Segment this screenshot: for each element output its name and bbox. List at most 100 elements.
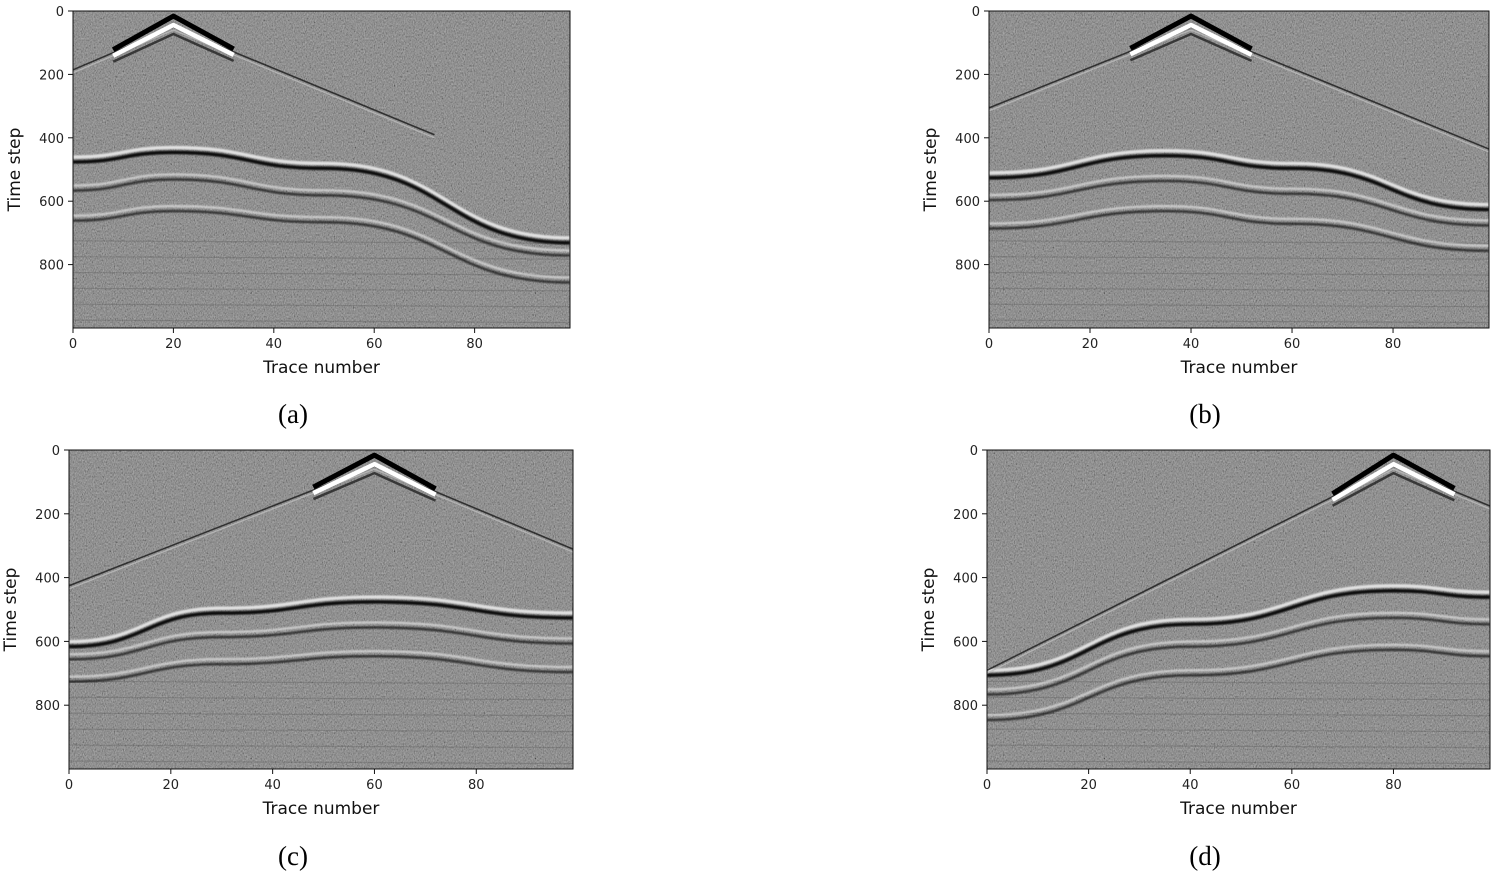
- x-axis-label: Trace number: [262, 358, 380, 378]
- reflection-event-bright: [69, 621, 573, 656]
- x-tick-label: 60: [366, 337, 383, 352]
- x-tick-label: 80: [1385, 778, 1402, 793]
- y-tick-label: 200: [955, 68, 980, 83]
- x-tick-label: 20: [1080, 778, 1097, 793]
- panel-caption: (b): [1189, 399, 1220, 429]
- reflection-event-dark: [987, 588, 1490, 678]
- deep-layer-line: [989, 230, 1489, 234]
- heatmap-image: [989, 11, 1489, 328]
- heatmap-image: [987, 450, 1490, 769]
- deep-layer-line: [73, 319, 570, 324]
- reflection-event-bright: [989, 149, 1489, 207]
- y-axis-label: Time step: [919, 568, 939, 653]
- reflection-event-dark: [73, 209, 570, 284]
- y-tick-label: 0: [52, 444, 60, 459]
- deep-layer-line: [73, 303, 570, 308]
- deep-layer-line: [989, 293, 1489, 297]
- deep-layer-line: [987, 712, 1490, 717]
- x-tick-label: 80: [466, 337, 483, 352]
- y-tick-label: 400: [955, 132, 980, 147]
- y-axis-label: Time step: [921, 128, 941, 213]
- plot-frame: [68, 449, 574, 770]
- source-wavelet-bright: [112, 22, 235, 58]
- x-tick-label: 20: [163, 778, 180, 793]
- y-tick-label: 600: [953, 635, 978, 650]
- deep-layer-line: [69, 686, 573, 690]
- reflection-event-bright: [73, 204, 570, 279]
- deep-layer-line: [73, 293, 570, 297]
- deep-layer-line: [989, 287, 1489, 292]
- deep-layer-line: [73, 277, 570, 282]
- deep-layer-line: [69, 728, 573, 733]
- x-tick-label: 80: [468, 778, 485, 793]
- reflection-event-dark: [73, 150, 570, 245]
- source-wavelet-tail: [1331, 471, 1455, 507]
- reflection-event-dark: [989, 179, 1489, 227]
- deep-layer-line: [989, 319, 1489, 324]
- direct-wave-bright: [987, 468, 1394, 674]
- y-tick-label: 200: [953, 508, 978, 523]
- y-tick-label: 200: [39, 68, 64, 83]
- y-axis-label: Time step: [5, 128, 25, 213]
- y-tick-label: 400: [39, 132, 64, 147]
- heatmap-image: [73, 11, 570, 328]
- deep-layer-line: [69, 718, 573, 722]
- deep-layer-line: [987, 760, 1490, 765]
- x-axis-label: Trace number: [262, 799, 380, 819]
- reflection-event-bright: [69, 649, 573, 678]
- plot-frame: [988, 10, 1490, 329]
- deep-layer-line: [989, 303, 1489, 308]
- reflection-event-dark: [69, 626, 573, 661]
- x-tick-label: 0: [69, 337, 77, 352]
- y-axis-label: Time step: [1, 568, 21, 653]
- source-wavelet-dark: [1331, 452, 1456, 496]
- deep-layer-line: [987, 696, 1490, 701]
- deep-layer-line: [989, 246, 1489, 250]
- deep-layer-line: [987, 686, 1490, 690]
- y-tick-label: 0: [56, 5, 64, 20]
- x-axis-label: Trace number: [1179, 799, 1297, 819]
- deep-layer-line: [69, 750, 573, 754]
- panel-caption: (c): [278, 841, 308, 871]
- y-tick-label: 600: [39, 195, 64, 210]
- deep-layer-line: [989, 240, 1489, 244]
- deep-layer-line: [987, 744, 1490, 749]
- deep-layer-line: [69, 760, 573, 765]
- x-tick-label: 0: [985, 337, 993, 352]
- reflection-event-bright: [989, 174, 1489, 222]
- deep-layer-line: [989, 309, 1489, 313]
- y-tick-label: 600: [35, 635, 60, 650]
- source-wavelet-tail: [112, 32, 235, 63]
- panel-caption: (a): [278, 399, 308, 429]
- x-tick-label: 60: [1284, 778, 1301, 793]
- deep-layer-line: [987, 728, 1490, 733]
- y-tick-label: 600: [955, 195, 980, 210]
- deep-layer-line: [73, 230, 570, 234]
- source-wavelet-tail: [312, 471, 437, 502]
- deep-layer-line: [73, 271, 570, 276]
- source-wavelet-bright: [1129, 22, 1253, 57]
- deep-layer-line: [69, 680, 573, 685]
- y-tick-label: 800: [39, 259, 64, 274]
- x-tick-label: 20: [165, 337, 182, 352]
- source-wavelet-dark: [111, 13, 235, 52]
- deep-layer-line: [73, 246, 570, 250]
- deep-layer-line: [989, 277, 1489, 282]
- reflection-event-bright: [989, 204, 1489, 247]
- reflection-event-dark: [69, 654, 573, 683]
- direct-wave-dark: [987, 465, 1394, 672]
- x-axis-label: Trace number: [1180, 358, 1298, 378]
- deep-layer-line: [987, 680, 1490, 685]
- deep-layer-line: [73, 287, 570, 292]
- reflection-event-bright: [73, 145, 570, 240]
- deep-layer-line: [989, 262, 1489, 266]
- y-tick-label: 400: [35, 572, 60, 587]
- source-wavelet-dark: [1129, 13, 1253, 52]
- deep-layer-line: [989, 256, 1489, 260]
- source-wavelet-bright: [312, 461, 437, 497]
- reflection-event-dark: [69, 600, 573, 649]
